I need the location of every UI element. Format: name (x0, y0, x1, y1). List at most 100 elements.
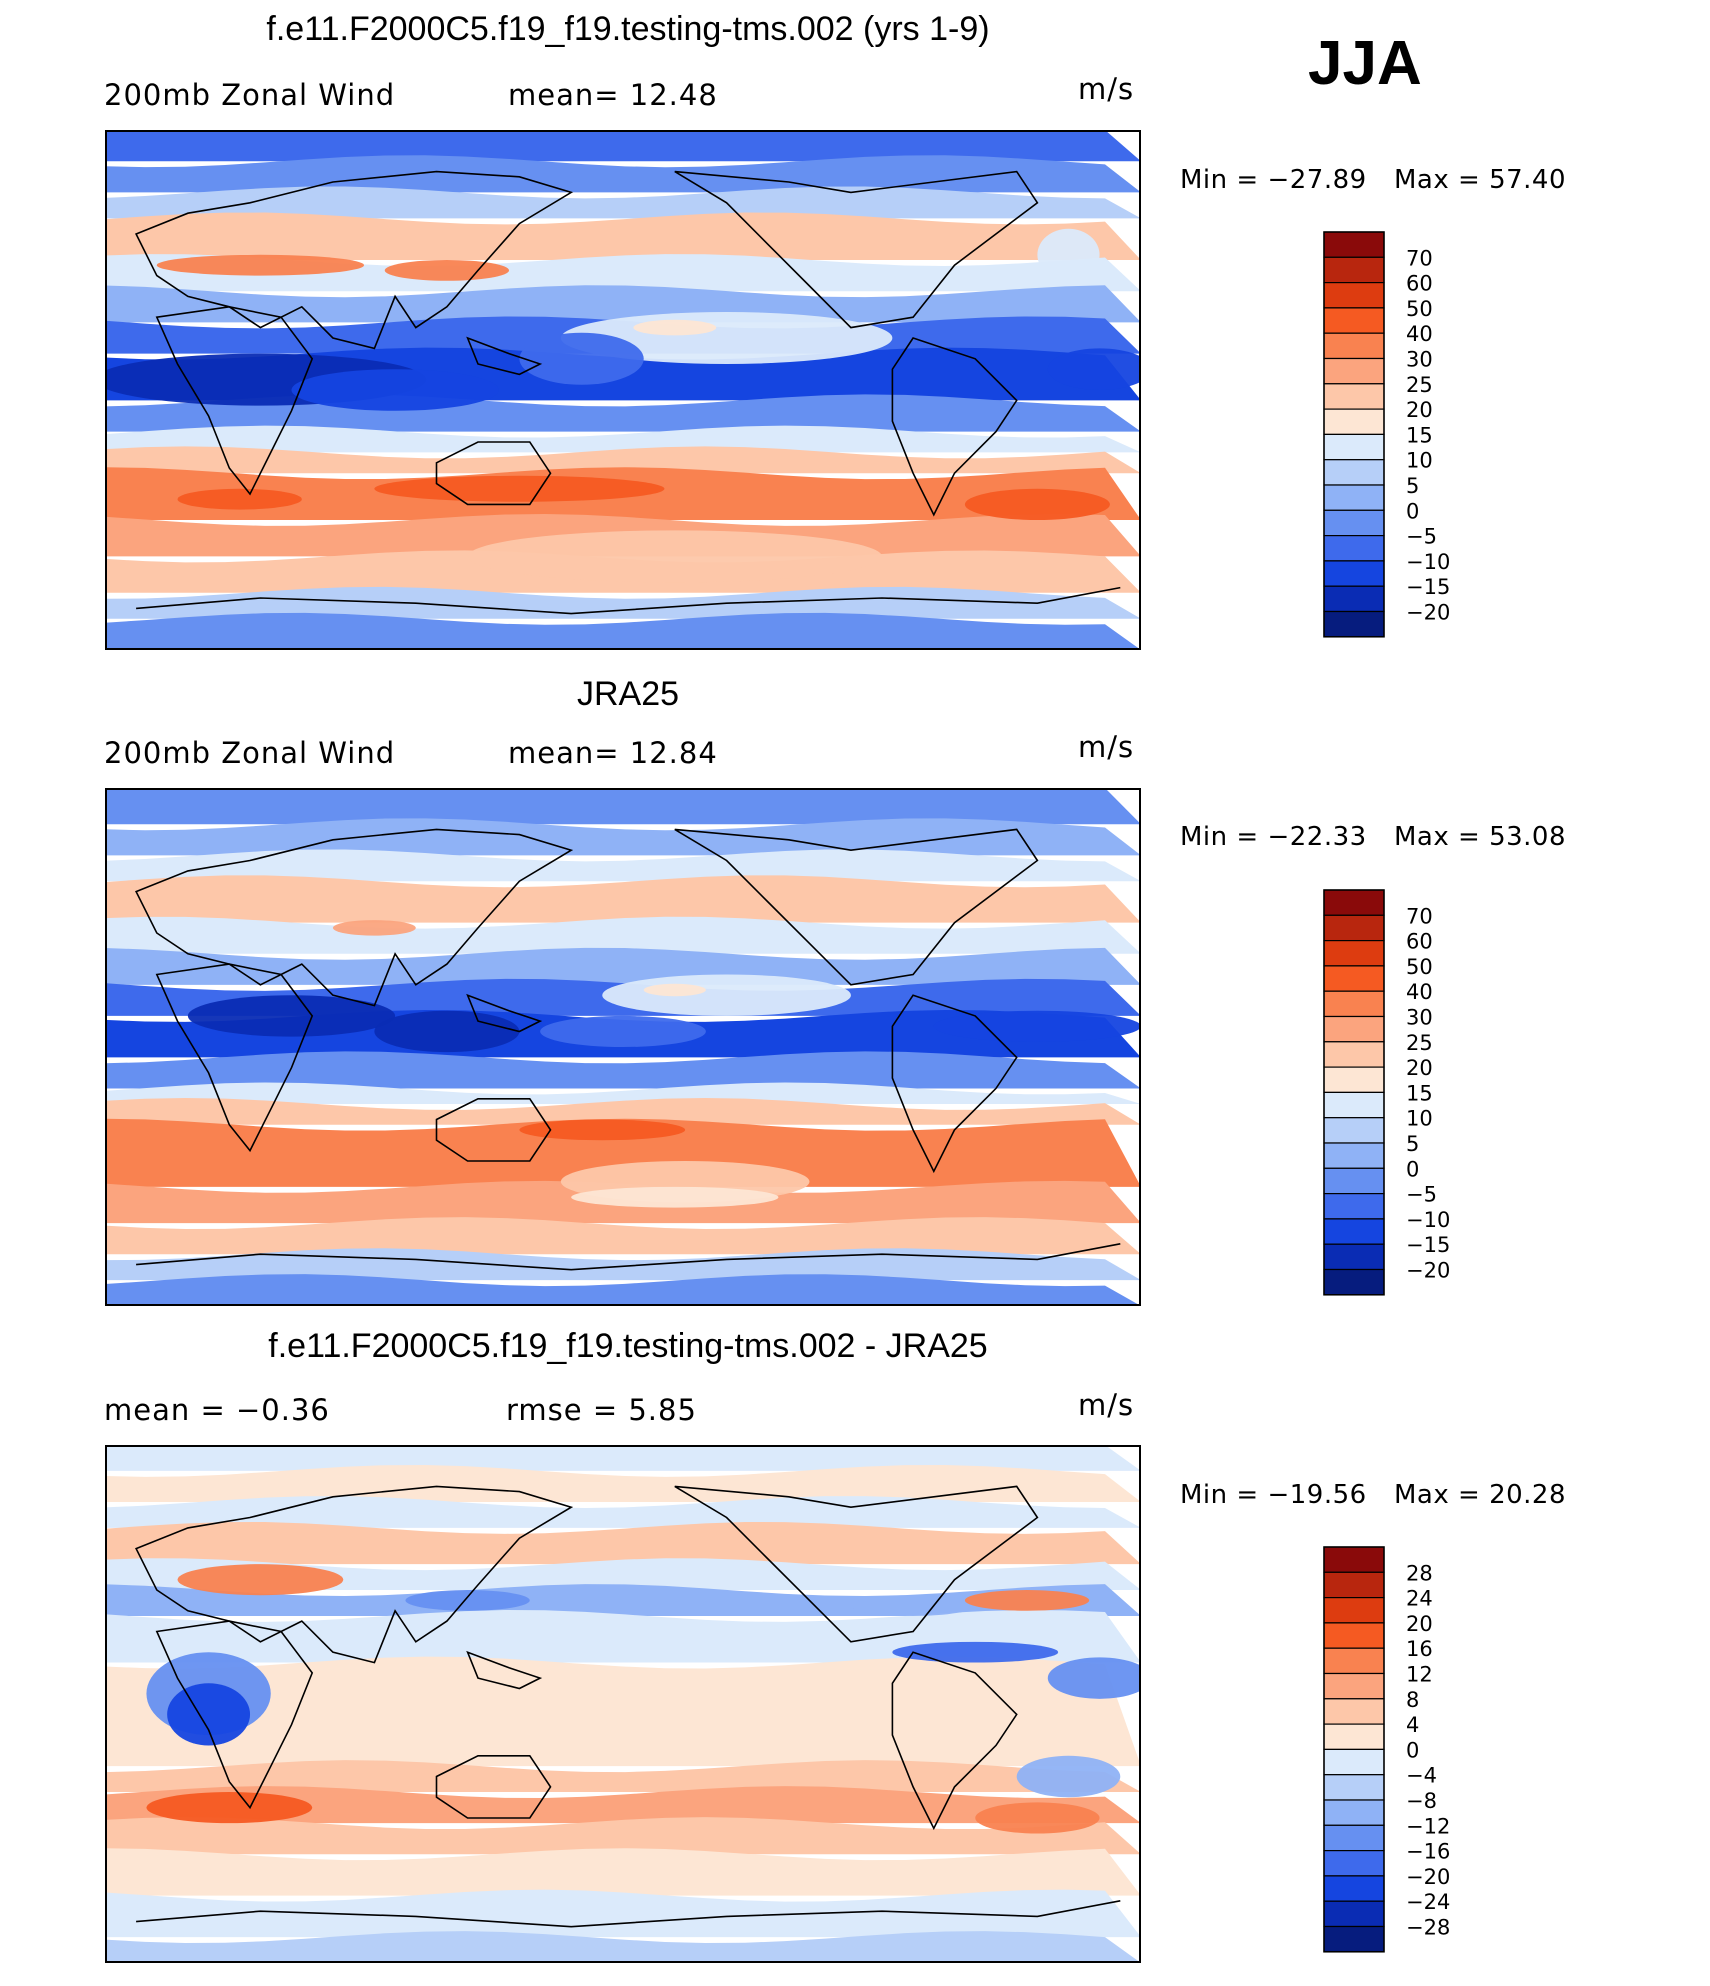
field-band (105, 186, 1141, 219)
colorbar-swatch (1323, 965, 1385, 992)
field-band (105, 916, 1141, 954)
field-band (105, 1082, 1141, 1104)
colorbar-swatch (1323, 1091, 1385, 1119)
panel-2-min: Min = −22.33 (1180, 822, 1367, 852)
colorbar-label: 15 (1406, 423, 1433, 447)
field-band (105, 1817, 1141, 1855)
colorbar-label: −4 (1406, 1764, 1437, 1788)
panel-1-units: m/s (1078, 72, 1135, 106)
colorbar-label: 30 (1406, 1006, 1433, 1030)
coastlines (134, 828, 1121, 1271)
colorbar-swatch (1323, 1875, 1385, 1902)
field-band (105, 612, 1141, 650)
field-feature (964, 488, 1110, 520)
field-feature (332, 920, 416, 936)
field-feature (187, 995, 396, 1037)
panel-1-max: Max = 57.40 (1394, 165, 1566, 195)
colorbar-label: 0 (1406, 1157, 1419, 1181)
field-band (105, 1118, 1141, 1187)
field-band (105, 1931, 1141, 1963)
coastline (435, 1755, 552, 1819)
coastline (134, 1485, 574, 1664)
panel-1-min: Min = −27.89 (1180, 165, 1367, 195)
colorbar-label: 25 (1406, 373, 1433, 397)
field-layer (105, 130, 1141, 650)
field-band (105, 1760, 1141, 1793)
colorbar-label: 10 (1406, 449, 1433, 473)
panel-3-left-label: mean = −0.36 (104, 1393, 330, 1427)
field-feature (519, 1119, 686, 1141)
coastline (435, 1098, 552, 1162)
field-band (105, 1217, 1141, 1255)
coastline (136, 586, 1121, 615)
colorbar-label: −5 (1406, 1183, 1437, 1207)
colorbar-label: 40 (1406, 980, 1433, 1004)
panel-3-max: Max = 20.28 (1394, 1480, 1566, 1510)
coastline (134, 828, 574, 1007)
colorbar-swatch (1323, 1824, 1385, 1852)
colorbar-label: −20 (1406, 601, 1450, 625)
colorbar-swatch (1323, 610, 1385, 638)
panel-2-map (105, 788, 1141, 1306)
field-feature (850, 1595, 976, 1616)
field-feature (1037, 228, 1100, 281)
colorbar-swatch (1323, 1647, 1385, 1675)
field-feature (602, 974, 851, 1016)
field-feature (405, 1590, 530, 1611)
field-band (105, 285, 1141, 323)
colorbar-swatch (1323, 1066, 1385, 1094)
field-band (105, 212, 1141, 260)
field-feature (633, 319, 717, 336)
field-feature (374, 475, 665, 502)
colorbar-swatch (1323, 1268, 1385, 1296)
coastline (891, 994, 1018, 1174)
colorbar-label: 70 (1406, 246, 1433, 270)
colorbar-label: 0 (1406, 1738, 1419, 1762)
panel-3-units: m/s (1078, 1388, 1135, 1422)
panel-2-left-label: 200mb Zonal Wind (104, 736, 396, 770)
colorbar-swatch (1323, 408, 1385, 436)
field-feature (964, 1590, 1090, 1611)
colorbar-swatch (1323, 1015, 1385, 1043)
field-feature (1016, 1755, 1121, 1798)
field-band (105, 1656, 1141, 1767)
field-band (105, 788, 1141, 825)
panel-3-center-label: rmse = 5.85 (506, 1393, 697, 1427)
field-band (105, 586, 1141, 619)
colorbar-swatch (1323, 433, 1385, 461)
coastlines (134, 170, 1121, 615)
field-band (105, 1522, 1141, 1565)
map-frame (105, 130, 1141, 650)
coastline (891, 1651, 1018, 1831)
colorbar-label: −10 (1406, 1208, 1450, 1232)
colorbar-label: 10 (1406, 1107, 1433, 1131)
field-feature (156, 254, 364, 276)
field-band (105, 1558, 1141, 1591)
coastline (155, 963, 314, 1153)
field-band (105, 1097, 1141, 1125)
colorbar-swatch (1323, 1041, 1385, 1068)
colorbar-swatch (1323, 1218, 1385, 1245)
panel-1-title: f.e11.F2000C5.f19_f19.testing-tms.002 (y… (266, 10, 990, 48)
colorbar-label: 70 (1406, 904, 1433, 928)
field-feature (519, 332, 644, 385)
panel-2-center-label: mean= 12.84 (508, 736, 718, 770)
panel-2-units: m/s (1078, 730, 1135, 764)
panel-3-map (105, 1445, 1141, 1963)
colorbar-swatch (1323, 383, 1385, 410)
colorbar-swatch (1323, 1748, 1385, 1776)
field-band (105, 1786, 1141, 1824)
colorbar-label: 8 (1406, 1688, 1419, 1712)
colorbar-swatch (1323, 1672, 1385, 1700)
panel-2-title: JRA25 (576, 675, 680, 713)
field-feature (177, 488, 302, 510)
colorbar-swatch (1323, 1723, 1385, 1751)
colorbar-swatch (1323, 1546, 1385, 1573)
colorbar-swatch (1323, 1243, 1385, 1271)
coastline (155, 305, 314, 496)
colorbar-swatch (1323, 889, 1385, 916)
colorbar-label: 30 (1406, 348, 1433, 372)
colorbar-swatch (1323, 1167, 1385, 1195)
